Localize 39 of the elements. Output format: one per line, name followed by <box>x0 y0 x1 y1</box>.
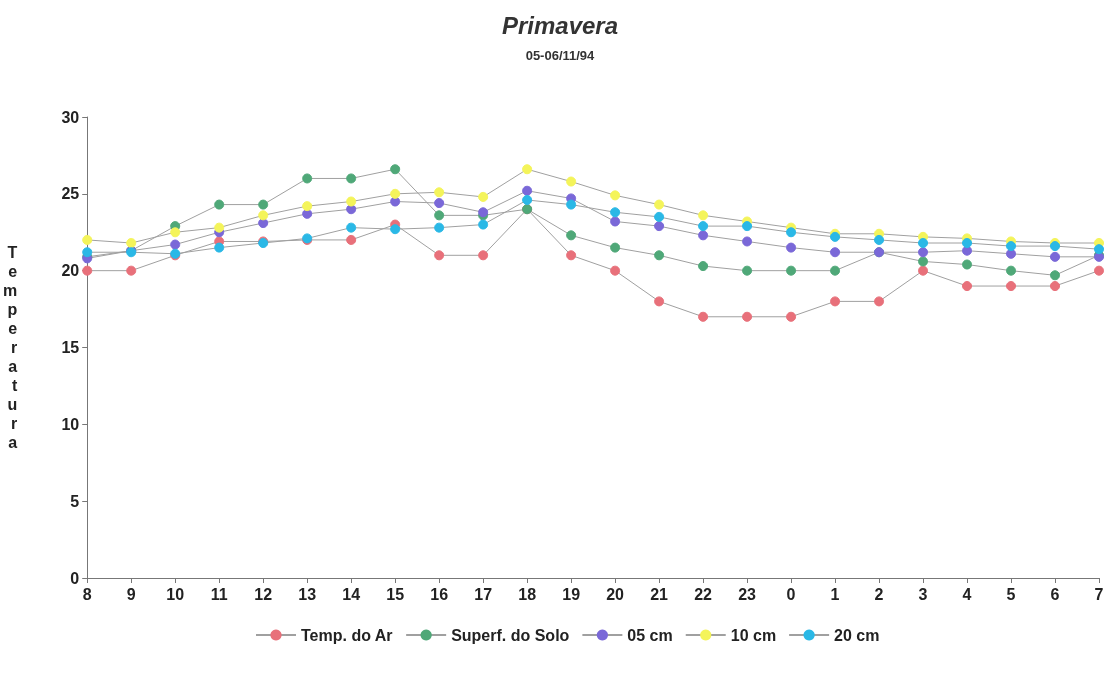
legend-label: 10 cm <box>730 626 777 644</box>
x-tick-label: 23 <box>738 585 757 603</box>
x-tick-label: 15 <box>386 585 405 603</box>
x-tick-label: 1 <box>830 585 840 603</box>
legend-label: 05 cm <box>627 626 673 644</box>
x-tick-label: 5 <box>1006 585 1016 603</box>
y-tick-label: 10 <box>61 415 80 433</box>
y-tick-label: 5 <box>70 492 80 510</box>
x-tick-label: 12 <box>254 585 273 603</box>
legend-label: Temp. do Ar <box>301 626 393 644</box>
x-tick-label: 16 <box>430 585 449 603</box>
x-tick-label: 6 <box>1050 585 1060 603</box>
y-tick-label: 20 <box>61 262 80 280</box>
x-tick-label: 21 <box>650 585 669 603</box>
x-tick-label: 7 <box>1094 585 1104 603</box>
x-tick-label: 2 <box>874 585 884 603</box>
x-tick-label: 9 <box>126 585 136 603</box>
y-tick-label: 25 <box>61 185 80 203</box>
chart-title: Primavera <box>501 11 619 39</box>
x-tick-label: 22 <box>694 585 713 603</box>
x-tick-label: 11 <box>210 585 228 603</box>
y-tick-label: 0 <box>70 569 80 587</box>
x-tick-label: 10 <box>166 585 185 603</box>
x-tick-label: 18 <box>518 585 537 603</box>
x-tick-label: 14 <box>342 585 361 603</box>
legend-label: Superf. do Solo <box>451 626 570 644</box>
x-tick-label: 17 <box>474 585 493 603</box>
x-tick-label: 19 <box>562 585 581 603</box>
y-tick-label: 30 <box>61 108 80 126</box>
x-tick-label: 3 <box>918 585 928 603</box>
chart-subtitle: 05-06/11/94 <box>525 48 596 63</box>
x-tick-label: 4 <box>962 585 972 603</box>
x-tick-label: 13 <box>298 585 317 603</box>
x-tick-label: 20 <box>606 585 625 603</box>
x-tick-label: 8 <box>82 585 92 603</box>
text: Temperatura <box>2 244 18 451</box>
y-tick-label: 15 <box>61 339 80 356</box>
x-tick-label: 0 <box>786 585 796 603</box>
legend-label: 20 cm <box>834 626 880 644</box>
